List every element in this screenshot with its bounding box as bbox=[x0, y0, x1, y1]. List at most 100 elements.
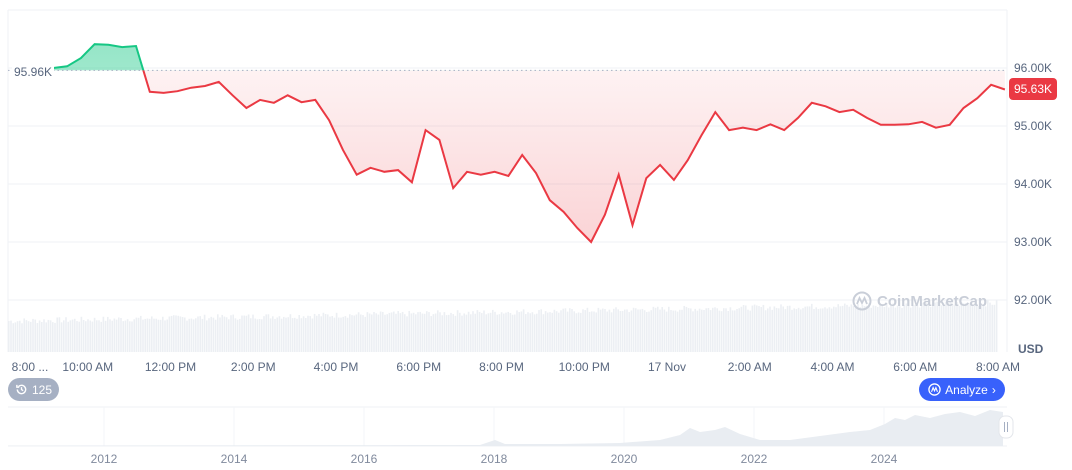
volume-bar bbox=[104, 320, 107, 352]
volume-bar bbox=[824, 307, 826, 352]
volume-bar bbox=[395, 313, 397, 352]
volume-bar bbox=[725, 308, 727, 352]
volume-bar bbox=[390, 312, 393, 352]
volume-bar bbox=[219, 317, 221, 352]
volume-bar bbox=[377, 314, 380, 352]
volume-bar bbox=[740, 306, 743, 352]
volume-bar bbox=[817, 308, 820, 352]
x-tick-label: 10:00 PM bbox=[559, 360, 610, 374]
volume-bar bbox=[252, 314, 254, 352]
volume-bar bbox=[373, 311, 375, 352]
volume-bar bbox=[901, 307, 903, 352]
volume-bar bbox=[696, 310, 699, 352]
volume-bar bbox=[665, 311, 668, 352]
volume-bar bbox=[751, 305, 754, 352]
volume-bar bbox=[294, 317, 296, 352]
price-area-down bbox=[53, 70, 1005, 242]
volume-bar bbox=[87, 319, 89, 352]
volume-bar bbox=[406, 316, 408, 352]
volume-bar bbox=[461, 315, 463, 352]
volume-bar bbox=[791, 309, 793, 352]
volume-bar bbox=[815, 307, 817, 352]
history-icon bbox=[16, 384, 27, 395]
volume-bar bbox=[912, 304, 914, 352]
volume-bar bbox=[813, 308, 815, 352]
volume-bar bbox=[124, 320, 127, 352]
volume-bar bbox=[630, 310, 633, 352]
volume-bar bbox=[206, 320, 208, 352]
volume-bar bbox=[463, 313, 465, 352]
volume-bar bbox=[522, 309, 525, 352]
volume-bar bbox=[932, 301, 934, 352]
volume-bar bbox=[258, 318, 261, 352]
volume-bar bbox=[604, 309, 606, 352]
volume-bar bbox=[657, 306, 659, 352]
volume-bar bbox=[221, 314, 223, 352]
volume-bar bbox=[351, 315, 353, 352]
volume-bar bbox=[921, 302, 923, 352]
volume-bar bbox=[243, 315, 245, 352]
volume-bar bbox=[899, 306, 901, 352]
volume-bar bbox=[531, 312, 534, 352]
volume-bar bbox=[562, 308, 564, 352]
volume-bar bbox=[613, 308, 615, 352]
volume-bar bbox=[142, 319, 144, 352]
volume-bar bbox=[168, 316, 171, 352]
volume-bar bbox=[626, 309, 628, 352]
volume-bar bbox=[654, 307, 657, 352]
volume-bar bbox=[896, 305, 899, 352]
volume-bar bbox=[25, 320, 28, 352]
price-area-up bbox=[53, 44, 144, 71]
volume-bar bbox=[641, 308, 644, 352]
volume-bar bbox=[857, 304, 859, 352]
volume-bar bbox=[434, 313, 437, 352]
volume-bar bbox=[245, 315, 248, 352]
volume-bar bbox=[487, 313, 490, 352]
volume-bar bbox=[404, 314, 406, 352]
volume-bar bbox=[357, 312, 360, 352]
volume-bar bbox=[940, 305, 943, 352]
volume-bar bbox=[650, 310, 652, 352]
volume-bar bbox=[177, 315, 179, 352]
volume-bar bbox=[573, 311, 575, 352]
volume-bar bbox=[481, 313, 483, 352]
analyze-button[interactable]: Analyze › bbox=[919, 378, 1005, 401]
volume-bar bbox=[892, 303, 894, 352]
volume-bar bbox=[313, 313, 316, 352]
volume-bar bbox=[366, 312, 369, 352]
volume-bar bbox=[8, 321, 10, 352]
volume-bar bbox=[925, 303, 927, 352]
history-button[interactable]: 125 bbox=[8, 378, 59, 401]
volume-bar bbox=[382, 311, 384, 352]
volume-bar bbox=[632, 307, 635, 352]
volume-bar bbox=[784, 309, 787, 352]
x-tick-label: 8:00 PM bbox=[479, 360, 524, 374]
volume-bar bbox=[833, 306, 835, 352]
volume-bar bbox=[283, 316, 285, 352]
volume-bar bbox=[575, 313, 578, 352]
volume-bar bbox=[756, 305, 758, 352]
volume-bar bbox=[723, 308, 725, 352]
volume-bar bbox=[734, 310, 736, 352]
volume-bar bbox=[760, 307, 762, 352]
volume-bar bbox=[703, 310, 705, 352]
volume-bar bbox=[582, 309, 584, 352]
volume-bar bbox=[179, 316, 182, 352]
volume-bar bbox=[910, 307, 912, 352]
volume-bar bbox=[690, 308, 692, 352]
volume-bar bbox=[340, 317, 342, 352]
y-tick-label: 94.00K bbox=[1014, 177, 1052, 191]
navigator-year-label: 2018 bbox=[481, 452, 508, 466]
volume-bar bbox=[500, 312, 503, 352]
volume-bar bbox=[762, 304, 765, 352]
navigator-handle[interactable] bbox=[998, 415, 1014, 439]
baseline-price-label: 95.96K bbox=[12, 65, 55, 79]
x-tick-label: 8:00 AM bbox=[976, 360, 1020, 374]
volume-bar bbox=[962, 303, 965, 352]
volume-bar bbox=[151, 316, 153, 352]
volume-bar bbox=[353, 315, 355, 352]
volume-bar bbox=[197, 316, 199, 352]
volume-bar bbox=[80, 316, 83, 352]
volume-bar bbox=[775, 307, 778, 352]
